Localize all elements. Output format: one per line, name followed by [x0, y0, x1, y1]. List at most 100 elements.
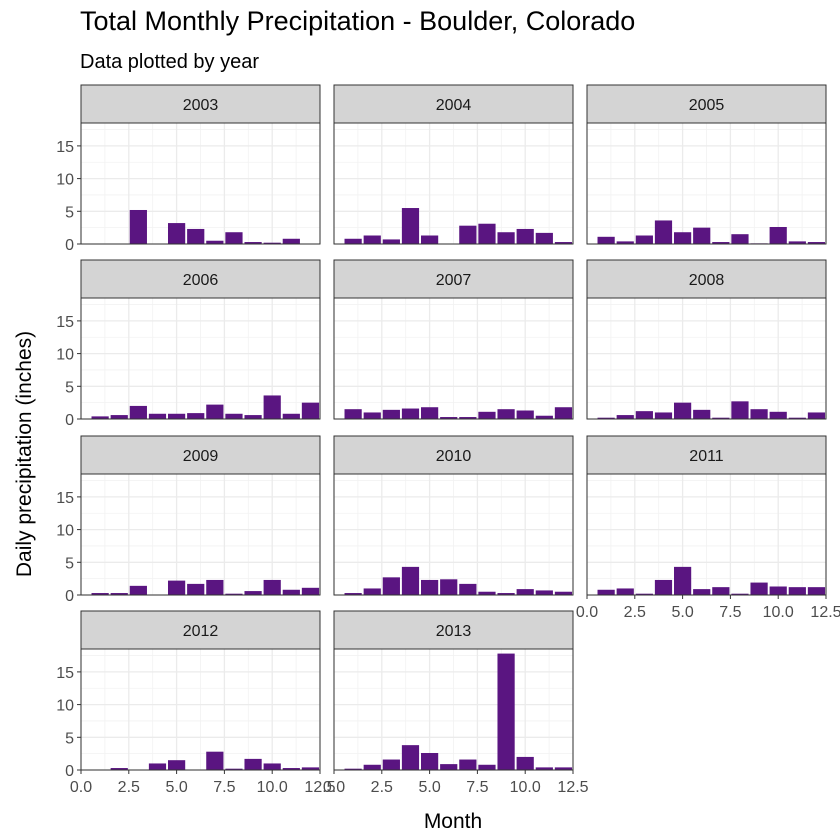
x-tick-label: 10.0: [510, 779, 541, 796]
bar: [769, 226, 787, 244]
bar: [225, 413, 243, 419]
facet-strip: [333, 610, 574, 650]
x-tick-label: 2.5: [371, 779, 393, 796]
bar: [635, 411, 653, 419]
bar: [225, 768, 243, 770]
x-tick-label: 2.5: [118, 779, 140, 796]
bar: [110, 768, 128, 770]
bar: [206, 404, 224, 419]
facet-strip: [586, 84, 827, 124]
facet-strip-label: 2003: [183, 97, 219, 114]
facet-strip: [80, 259, 321, 299]
bar: [654, 412, 673, 419]
bar: [750, 409, 768, 419]
bar: [788, 587, 806, 595]
panel-border: [80, 297, 321, 420]
facet-strip-label: 2011: [689, 448, 724, 465]
bar: [129, 209, 147, 244]
panel-border: [333, 648, 574, 771]
bar: [187, 583, 205, 595]
x-tick-label: 7.5: [213, 779, 235, 796]
facet-strip-label: 2008: [689, 272, 725, 289]
bar: [554, 767, 573, 770]
facet-strip-label: 2005: [689, 97, 725, 114]
bar: [382, 759, 400, 770]
facet-panel-2008: 2008: [586, 259, 827, 420]
bar: [301, 402, 320, 419]
bar: [478, 591, 496, 595]
bar: [382, 409, 400, 419]
bar: [129, 405, 147, 419]
y-tick-label: 10: [56, 347, 74, 364]
bar: [516, 228, 534, 244]
x-tick-label: 7.5: [466, 779, 488, 796]
bar: [301, 587, 320, 595]
bar: [167, 413, 186, 419]
bar: [244, 758, 262, 770]
bar: [712, 417, 730, 419]
bar: [129, 585, 147, 595]
bar: [459, 583, 477, 595]
facet-strip-label: 2009: [183, 448, 219, 465]
bar: [401, 745, 420, 770]
bar: [282, 589, 300, 595]
y-tick-label: 15: [56, 665, 74, 682]
bar: [616, 588, 634, 595]
bar: [206, 240, 224, 244]
x-tick-label: 12.5: [557, 779, 588, 796]
bar: [244, 591, 262, 595]
facet-strip-label: 2013: [436, 623, 472, 640]
bar: [459, 759, 477, 770]
facet-panel-2006: 2006 0 5 10 15: [56, 259, 321, 429]
x-tick-label: 0.0: [70, 779, 92, 796]
chart-title: Total Monthly Precipitation - Boulder, C…: [80, 6, 636, 36]
bar: [263, 242, 281, 244]
x-tick-label: 5.0: [165, 779, 187, 796]
bar: [167, 760, 186, 770]
facet-panel-2009: 2009 0 5 10 15: [56, 435, 321, 605]
y-tick-label: 15: [56, 314, 74, 331]
bar: [420, 235, 439, 244]
x-tick-label: 5.0: [418, 779, 440, 796]
facet-strip-label: 2010: [436, 448, 472, 465]
facet-strip: [80, 84, 321, 124]
y-tick-label: 10: [56, 698, 74, 715]
y-tick-label: 5: [65, 555, 74, 572]
bar: [440, 579, 458, 595]
bar: [554, 407, 573, 419]
bar: [750, 582, 768, 595]
bar: [244, 415, 262, 419]
bar: [206, 751, 224, 770]
bar: [712, 587, 730, 595]
facet-strip: [80, 610, 321, 650]
bar: [206, 579, 224, 595]
bar: [110, 415, 128, 419]
panel-border: [586, 297, 827, 420]
bar: [807, 242, 826, 244]
y-tick-label: 15: [56, 139, 74, 156]
panel-border: [333, 473, 574, 596]
y-axis-title: Daily precipitation (inches): [13, 331, 36, 577]
bar: [401, 566, 420, 595]
bar: [497, 409, 515, 419]
bar: [401, 408, 420, 419]
bar: [363, 412, 381, 419]
bar: [420, 407, 439, 419]
bar: [225, 593, 243, 595]
facet-panel-2007: 2007: [333, 259, 574, 420]
y-tick-label: 0: [65, 412, 74, 429]
bar: [731, 593, 749, 595]
x-tick-label: 10.0: [763, 604, 794, 621]
facet-strip: [80, 435, 321, 475]
bar: [635, 593, 653, 595]
bar: [616, 241, 634, 244]
bar: [597, 589, 615, 595]
bar: [535, 232, 553, 244]
x-tick-label: 12.5: [304, 779, 335, 796]
x-axis-title: Month: [424, 810, 482, 833]
bar: [440, 417, 458, 419]
bar: [597, 236, 615, 244]
bar: [110, 593, 128, 595]
bar: [497, 653, 515, 770]
